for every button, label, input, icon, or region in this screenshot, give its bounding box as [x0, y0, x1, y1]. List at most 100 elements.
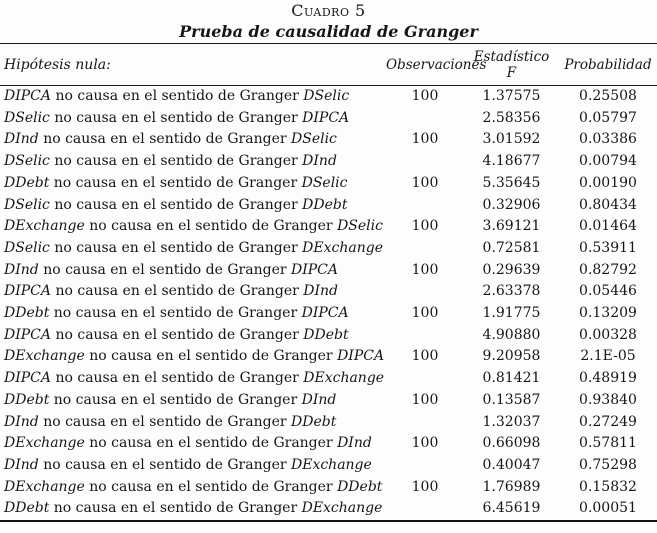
observations-cell: 100: [411, 391, 439, 408]
probability-cell: 0.48919: [579, 370, 637, 387]
effect-variable: DDebt: [303, 326, 349, 343]
cause-variable: DIPCA: [4, 370, 51, 387]
effect-variable: DExchange: [302, 239, 383, 256]
f-statistic-cell: 0.13587: [482, 391, 541, 408]
hypothesis-text: no causa en el sentido de Granger: [43, 261, 287, 278]
observations-cell: [386, 281, 464, 303]
observations-cell: [386, 195, 464, 217]
hypothesis-text: no causa en el sentido de Granger: [55, 283, 299, 300]
hypothesis-cell: DInd no causa en el sentido de Granger D…: [0, 129, 386, 151]
table-row: DExchange no causa en el sentido de Gran…: [0, 477, 657, 499]
probability-cell: 0.05446: [579, 283, 637, 300]
observations-cell: 100: [411, 435, 439, 452]
f-statistic-cell: 0.29639: [482, 261, 541, 278]
table-row: DDebt no causa en el sentido de Granger …: [0, 390, 657, 412]
cause-variable: DDebt: [4, 174, 50, 191]
f-statistic-cell: 9.20958: [482, 348, 541, 365]
table-row: DDebt no causa en el sentido de Granger …: [0, 303, 657, 325]
hypothesis-cell: DSelic no causa en el sentido de Granger…: [0, 108, 386, 130]
observations-cell: [386, 368, 464, 390]
observations-cell: 100: [411, 478, 439, 495]
header-row: Hipótesis nula: Observaciones Estadístic…: [0, 43, 657, 86]
observations-cell: 100: [411, 261, 439, 278]
cause-variable: DDebt: [4, 305, 50, 322]
f-statistic-label-line2: F: [506, 64, 517, 81]
hypothesis-text: no causa en el sentido de Granger: [43, 131, 287, 148]
hypothesis-text: no causa en el sentido de Granger: [54, 109, 298, 126]
table-row: DDebt no causa en el sentido de Granger …: [0, 173, 657, 195]
cause-variable: DInd: [4, 456, 39, 473]
probability-cell: 0.00328: [579, 326, 637, 343]
effect-variable: DInd: [337, 435, 372, 452]
cause-variable: DInd: [4, 413, 39, 430]
f-statistic-cell: 6.45619: [482, 500, 541, 517]
effect-variable: DSelic: [303, 88, 350, 104]
hypothesis-cell: DSelic no causa en el sentido de Granger…: [0, 238, 386, 260]
probability-cell: 0.93840: [579, 391, 637, 408]
f-statistic-cell: 0.32906: [482, 196, 541, 213]
probability-cell: 0.75298: [579, 456, 637, 473]
table-number: Cuadro 5: [291, 1, 366, 20]
cause-variable: DIPCA: [4, 326, 51, 343]
probability-cell: 0.57811: [579, 435, 637, 452]
hypothesis-text: no causa en el sentido de Granger: [55, 326, 299, 343]
hypothesis-text: no causa en el sentido de Granger: [54, 196, 298, 213]
cause-variable: DInd: [4, 261, 39, 278]
table-row: DDebt no causa en el sentido de Granger …: [0, 498, 657, 521]
hypothesis-text: no causa en el sentido de Granger: [53, 500, 298, 517]
probability-cell: 0.15832: [579, 478, 637, 495]
hypothesis-cell: DExchange no causa en el sentido de Gran…: [0, 477, 386, 499]
granger-causality-table: Hipótesis nula: Observaciones Estadístic…: [0, 43, 657, 522]
observations-cell: 100: [411, 348, 439, 365]
table-row: DSelic no causa en el sentido de Granger…: [0, 151, 657, 173]
observations-cell: 100: [411, 131, 439, 148]
f-statistic-cell: 3.69121: [482, 218, 541, 235]
f-statistic-cell: 1.32037: [482, 413, 541, 430]
f-statistic-label-line1: Estadístico: [473, 48, 550, 65]
effect-variable: DExchange: [301, 500, 383, 517]
col-header-probability: Probabilidad: [564, 56, 652, 73]
hypothesis-cell: DDebt no causa en el sentido de Granger …: [0, 173, 386, 195]
observations-cell: 100: [411, 305, 439, 322]
hypothesis-text: no causa en el sentido de Granger: [54, 153, 298, 170]
table-title: Prueba de causalidad de Granger: [179, 22, 478, 41]
probability-cell: 0.03386: [579, 131, 637, 148]
probability-cell: 0.80434: [579, 196, 637, 213]
probability-cell: 0.27249: [579, 413, 637, 430]
hypothesis-cell: DSelic no causa en el sentido de Granger…: [0, 151, 386, 173]
observations-cell: [386, 325, 464, 347]
effect-variable: DInd: [301, 391, 337, 408]
effect-variable: DIPCA: [291, 261, 338, 278]
f-statistic-cell: 4.90880: [482, 326, 541, 343]
hypothesis-cell: DDebt no causa en el sentido de Granger …: [0, 390, 386, 412]
observations-cell: 100: [411, 218, 439, 235]
hypothesis-cell: DIPCA no causa en el sentido de Granger …: [0, 368, 386, 390]
table-row: DSelic no causa en el sentido de Granger…: [0, 195, 657, 217]
hypothesis-cell: DDebt no causa en el sentido de Granger …: [0, 303, 386, 325]
f-statistic-cell: 2.63378: [482, 283, 541, 300]
probability-cell: 0.05797: [579, 109, 637, 126]
effect-variable: DSelic: [291, 131, 337, 148]
probability-cell: 0.13209: [579, 305, 637, 322]
hypothesis-text: no causa en el sentido de Granger: [89, 218, 333, 235]
table-row: DInd no causa en el sentido de Granger D…: [0, 412, 657, 434]
cause-variable: DDebt: [4, 500, 50, 517]
hypothesis-text: no causa en el sentido de Granger: [89, 435, 333, 452]
f-statistic-cell: 0.72581: [482, 239, 541, 256]
hypothesis-cell: DInd no causa en el sentido de Granger D…: [0, 455, 386, 477]
probability-cell: 0.01464: [579, 218, 637, 235]
table-caption: Cuadro 5 Prueba de causalidad de Granger: [0, 0, 657, 42]
col-header-null-hypothesis: Hipótesis nula:: [4, 56, 111, 73]
hypothesis-text: no causa en el sentido de Granger: [53, 305, 298, 322]
observations-cell: [386, 151, 464, 173]
hypothesis-cell: DExchange no causa en el sentido de Gran…: [0, 216, 386, 238]
probability-cell: 0.00190: [579, 174, 637, 191]
effect-variable: DInd: [303, 283, 338, 300]
probability-cell: 2.1E-05: [580, 348, 636, 365]
observations-cell: 100: [411, 88, 439, 104]
cause-variable: DSelic: [4, 196, 50, 213]
hypothesis-text: no causa en el sentido de Granger: [54, 239, 298, 256]
effect-variable: DIPCA: [302, 109, 350, 126]
hypothesis-text: no causa en el sentido de Granger: [89, 478, 333, 495]
